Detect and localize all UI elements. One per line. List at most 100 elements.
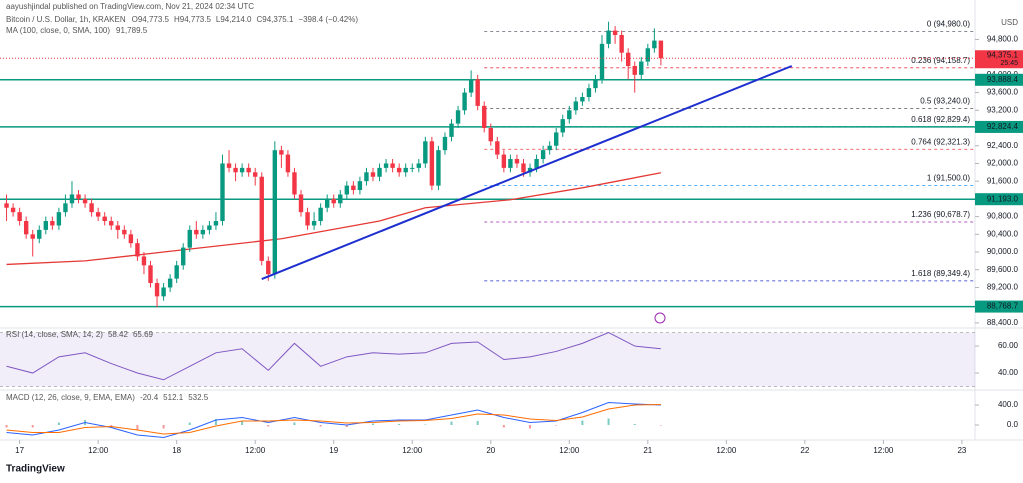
candle-body	[181, 247, 186, 266]
candle-body	[396, 167, 402, 173]
candle-body	[468, 79, 474, 93]
candle-body	[109, 221, 114, 226]
candle-body	[645, 48, 651, 62]
ma-name: MA (100, close, 0, SMA, 100)	[6, 26, 110, 35]
event-icon[interactable]	[654, 312, 666, 324]
candle-body	[527, 167, 533, 173]
x-tick-label: 12:00	[245, 446, 266, 455]
candle-body	[141, 256, 147, 266]
x-tick-label: 20	[486, 446, 495, 455]
candle-body	[586, 88, 592, 98]
macd-histogram-bar	[57, 422, 60, 425]
candle-body	[154, 283, 160, 297]
macd-histogram-bar	[555, 425, 558, 426]
macd-histogram-bar	[267, 425, 270, 427]
macd-histogram-bar	[424, 424, 427, 425]
macd-reading: -20.4	[140, 393, 159, 402]
trendline	[261, 65, 793, 280]
y-tick-label: 89,600.0	[987, 265, 1019, 274]
candle-body	[482, 105, 487, 129]
candle-body	[148, 265, 153, 284]
x-tick-label: 12:00	[559, 446, 580, 455]
moving-average	[6, 172, 662, 266]
candle-body	[253, 172, 258, 177]
candle-body	[436, 150, 441, 186]
candle-body	[200, 229, 206, 235]
candle-body	[560, 119, 565, 133]
level-box	[975, 300, 1023, 313]
candle-body	[606, 30, 611, 44]
candle-body	[410, 167, 415, 169]
candle-body	[351, 185, 356, 191]
fib-label: 1.236 (90,678.7)	[911, 210, 970, 219]
candle-body	[30, 234, 35, 239]
y-tick-label: 89,200.0	[987, 283, 1019, 292]
macd-histogram-bar	[241, 421, 244, 425]
ohlc-value: −398.4 (−0.42%)	[298, 15, 358, 24]
candle-body	[324, 198, 330, 208]
candle-body	[285, 154, 291, 173]
level-label: 88,768.7	[987, 302, 1019, 311]
candle-body	[331, 198, 336, 204]
candle-body	[305, 212, 310, 226]
candle-body	[318, 207, 323, 222]
macd-histogram-bar	[659, 425, 662, 426]
x-tick-label: 12:00	[873, 446, 894, 455]
candle-body	[135, 243, 140, 257]
x-tick-label: 12:00	[88, 446, 109, 455]
y-tick-label: 92,000.0	[987, 159, 1019, 168]
candle-body	[266, 260, 271, 275]
x-tick-label: 18	[172, 446, 181, 455]
candle-body	[239, 167, 245, 173]
candle-body	[226, 163, 232, 168]
logo: TradingView	[6, 464, 65, 475]
candle-body	[567, 110, 572, 120]
level-box	[975, 120, 1023, 133]
level-box	[975, 193, 1023, 206]
level-label: 91,193.0	[987, 194, 1019, 203]
candle-body	[69, 194, 75, 204]
macd-histogram-bar	[188, 422, 191, 425]
candle-body	[233, 167, 238, 173]
candle-body	[619, 34, 624, 53]
candle-body	[128, 234, 134, 244]
candle-body	[63, 203, 68, 213]
candle-body	[370, 172, 376, 177]
macd-histogram-bar	[293, 422, 296, 425]
candle-body	[639, 61, 644, 75]
candle-body	[580, 97, 585, 102]
fib-label: 1.618 (89,349.4)	[911, 269, 970, 278]
candle-body	[383, 163, 389, 168]
candle-body	[37, 229, 42, 239]
candle-body	[547, 145, 552, 151]
candle-body	[43, 221, 49, 230]
candle-body	[593, 79, 598, 89]
ohlc-value: L94,214.0	[216, 15, 252, 24]
candle-body	[187, 229, 192, 248]
candle-body	[259, 176, 264, 261]
macd-reading: 512.1	[163, 393, 184, 402]
candle-body	[554, 132, 559, 146]
candle-body	[508, 159, 513, 168]
ohlc-value: O94,773.5	[132, 15, 170, 24]
y-tick-label: 90,400.0	[987, 229, 1019, 238]
macd-histogram-bar	[214, 419, 217, 425]
candle-body	[357, 181, 363, 191]
candle-body	[390, 163, 395, 168]
candle-body	[246, 167, 251, 173]
y-tick-label: 90,800.0	[987, 212, 1019, 221]
x-tick-label: 23	[957, 446, 966, 455]
candle-body	[50, 221, 55, 226]
candle-body	[207, 225, 212, 230]
candle-body	[161, 287, 166, 297]
candle-body	[56, 212, 62, 226]
candle-body	[174, 265, 179, 279]
level-box	[975, 73, 1023, 86]
fib-label: 0.236 (94,158.7)	[911, 56, 970, 65]
candle-body	[449, 123, 454, 137]
candle-body	[213, 221, 219, 226]
fib-label: 0.764 (92,321.3)	[911, 137, 970, 146]
candle-body	[338, 194, 343, 204]
candle-body	[279, 150, 284, 155]
